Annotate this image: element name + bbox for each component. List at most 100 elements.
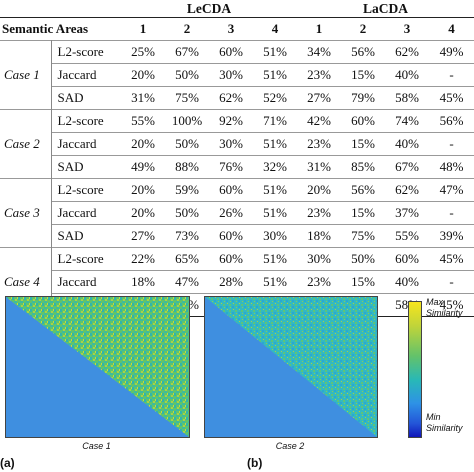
value-cell: 79%: [341, 86, 385, 110]
value-cell: 60%: [341, 109, 385, 133]
col-header: 1: [121, 17, 165, 41]
value-cell: 51%: [253, 178, 297, 202]
value-cell: 65%: [165, 247, 209, 271]
value-cell: 31%: [297, 155, 341, 179]
value-cell: 47%: [429, 178, 474, 202]
value-cell: 23%: [297, 201, 341, 225]
caption-case-1: Case 1: [82, 441, 111, 451]
value-cell: 60%: [209, 247, 253, 271]
value-cell: 39%: [429, 224, 474, 248]
value-cell: 55%: [121, 109, 165, 133]
table-row: Case 1 L2-score 25% 67% 60% 51% 34% 56% 62% 49%: [0, 40, 474, 110]
value-cell: 20%: [121, 132, 165, 156]
value-cell: 30%: [297, 247, 341, 271]
value-cell: 15%: [341, 201, 385, 225]
metric-label: Jaccard: [50, 201, 121, 225]
table-row: Case 3 L2-score 20% 59% 60% 51% 20% 56% 62% 47%: [0, 178, 474, 248]
value-cell: 34%: [297, 40, 341, 64]
value-cell: 71%: [253, 109, 297, 133]
value-cell: 92%: [209, 109, 253, 133]
table-row: Case 4 L2-score 22% 65% 60% 51% 30% 50% 60% 45%: [0, 247, 474, 317]
value-cell: 51%: [253, 132, 297, 156]
value-cell: 51%: [253, 63, 297, 87]
table-row: Case 2 L2-score 55% 100% 92% 71% 42% 60% 74% 56%: [0, 109, 474, 179]
value-cell: 100%: [165, 109, 209, 133]
value-cell: 49%: [121, 155, 165, 179]
similarity-colorbar: [408, 301, 422, 438]
value-cell: -: [429, 63, 474, 87]
value-cell: 51%: [253, 247, 297, 271]
upper-triangle-similarity: [205, 297, 377, 437]
value-cell: 30%: [209, 132, 253, 156]
value-cell: 56%: [341, 40, 385, 64]
value-cell: 51%: [253, 201, 297, 225]
value-cell: 22%: [121, 247, 165, 271]
value-cell: 27%: [121, 224, 165, 248]
value-cell: 75%: [165, 86, 209, 110]
value-cell: 60%: [209, 178, 253, 202]
value-cell: 56%: [341, 178, 385, 202]
panel-letter-b: (b): [247, 456, 263, 470]
metric-label: L2-score: [50, 178, 121, 202]
value-cell: 15%: [341, 63, 385, 87]
col-header: 1: [297, 17, 341, 41]
metric-label: Jaccard: [50, 63, 121, 87]
value-cell: 59%: [165, 178, 209, 202]
value-cell: 42%: [297, 109, 341, 133]
value-cell: 23%: [297, 132, 341, 156]
table-row: SAD 27% 73% 60% 30% 18% 75% 55% 39%: [0, 224, 474, 248]
value-cell: 51%: [253, 40, 297, 64]
value-cell: 60%: [385, 247, 429, 271]
value-cell: -: [429, 132, 474, 156]
results-table: LeCDA LaCDA Semantic Areas 1 2 3 4 1 2 3…: [0, 0, 474, 317]
value-cell: 49%: [429, 40, 474, 64]
table-row: Jaccard 18% 47% 28% 51% 23% 15% 40% -: [0, 270, 474, 294]
value-cell: 58%: [385, 293, 429, 317]
value-cell: 56%: [429, 109, 474, 133]
value-cell: 45%: [429, 247, 474, 271]
caption-case-2: Case 2: [275, 441, 305, 451]
value-cell: 47%: [165, 270, 209, 294]
heatmap-case-2: [204, 296, 378, 438]
value-cell: 20%: [121, 201, 165, 225]
case-label: Case 2: [0, 109, 52, 179]
table-row: SAD 49% 88% 76% 32% 31% 85% 67% 48%: [0, 155, 474, 179]
results-table-container: LeCDA LaCDA Semantic Areas 1 2 3 4 1 2 3…: [0, 0, 474, 317]
value-cell: 15%: [341, 132, 385, 156]
value-cell: 73%: [165, 224, 209, 248]
value-cell: 18%: [121, 270, 165, 294]
metric-label: Jaccard: [50, 270, 121, 294]
value-cell: 20%: [121, 178, 165, 202]
col-header: 3: [385, 17, 429, 41]
heatmap-case-1-svg: [6, 297, 189, 437]
value-cell: 30%: [253, 224, 297, 248]
value-cell: 31%: [121, 86, 165, 110]
table-row: Jaccard 20% 50% 30% 51% 23% 15% 40% -: [0, 132, 474, 156]
value-cell: 23%: [297, 270, 341, 294]
value-cell: 74%: [385, 109, 429, 133]
value-cell: 30%: [209, 63, 253, 87]
value-cell: 88%: [165, 155, 209, 179]
value-cell: 20%: [121, 63, 165, 87]
value-cell: -: [429, 201, 474, 225]
group-header-row: LeCDA LaCDA: [0, 0, 474, 18]
value-cell: 50%: [165, 201, 209, 225]
value-cell: 67%: [385, 155, 429, 179]
value-cell: 45%: [429, 293, 474, 317]
column-header-row: Semantic Areas 1 2 3 4 1 2 3 4: [0, 17, 474, 41]
upper-triangle-similarity: [6, 297, 189, 437]
metric-label: Jaccard: [50, 132, 121, 156]
metric-label: SAD: [50, 224, 121, 248]
value-cell: 37%: [385, 201, 429, 225]
table-row: SAD 31% 75% 62% 52% 27% 79% 58% 45%: [0, 86, 474, 110]
colorbar-max-similarity: Similarity: [426, 308, 463, 318]
col-header: 4: [429, 17, 474, 41]
value-cell: 18%: [297, 224, 341, 248]
table-row: Jaccard 20% 50% 30% 51% 23% 15% 40% -: [0, 63, 474, 87]
value-cell: 60%: [209, 224, 253, 248]
case-label: Case 1: [0, 40, 52, 110]
table-row: Jaccard 20% 50% 26% 51% 23% 15% 37% -: [0, 201, 474, 225]
col-header: 4: [253, 17, 297, 41]
value-cell: 23%: [297, 63, 341, 87]
value-cell: 62%: [385, 40, 429, 64]
